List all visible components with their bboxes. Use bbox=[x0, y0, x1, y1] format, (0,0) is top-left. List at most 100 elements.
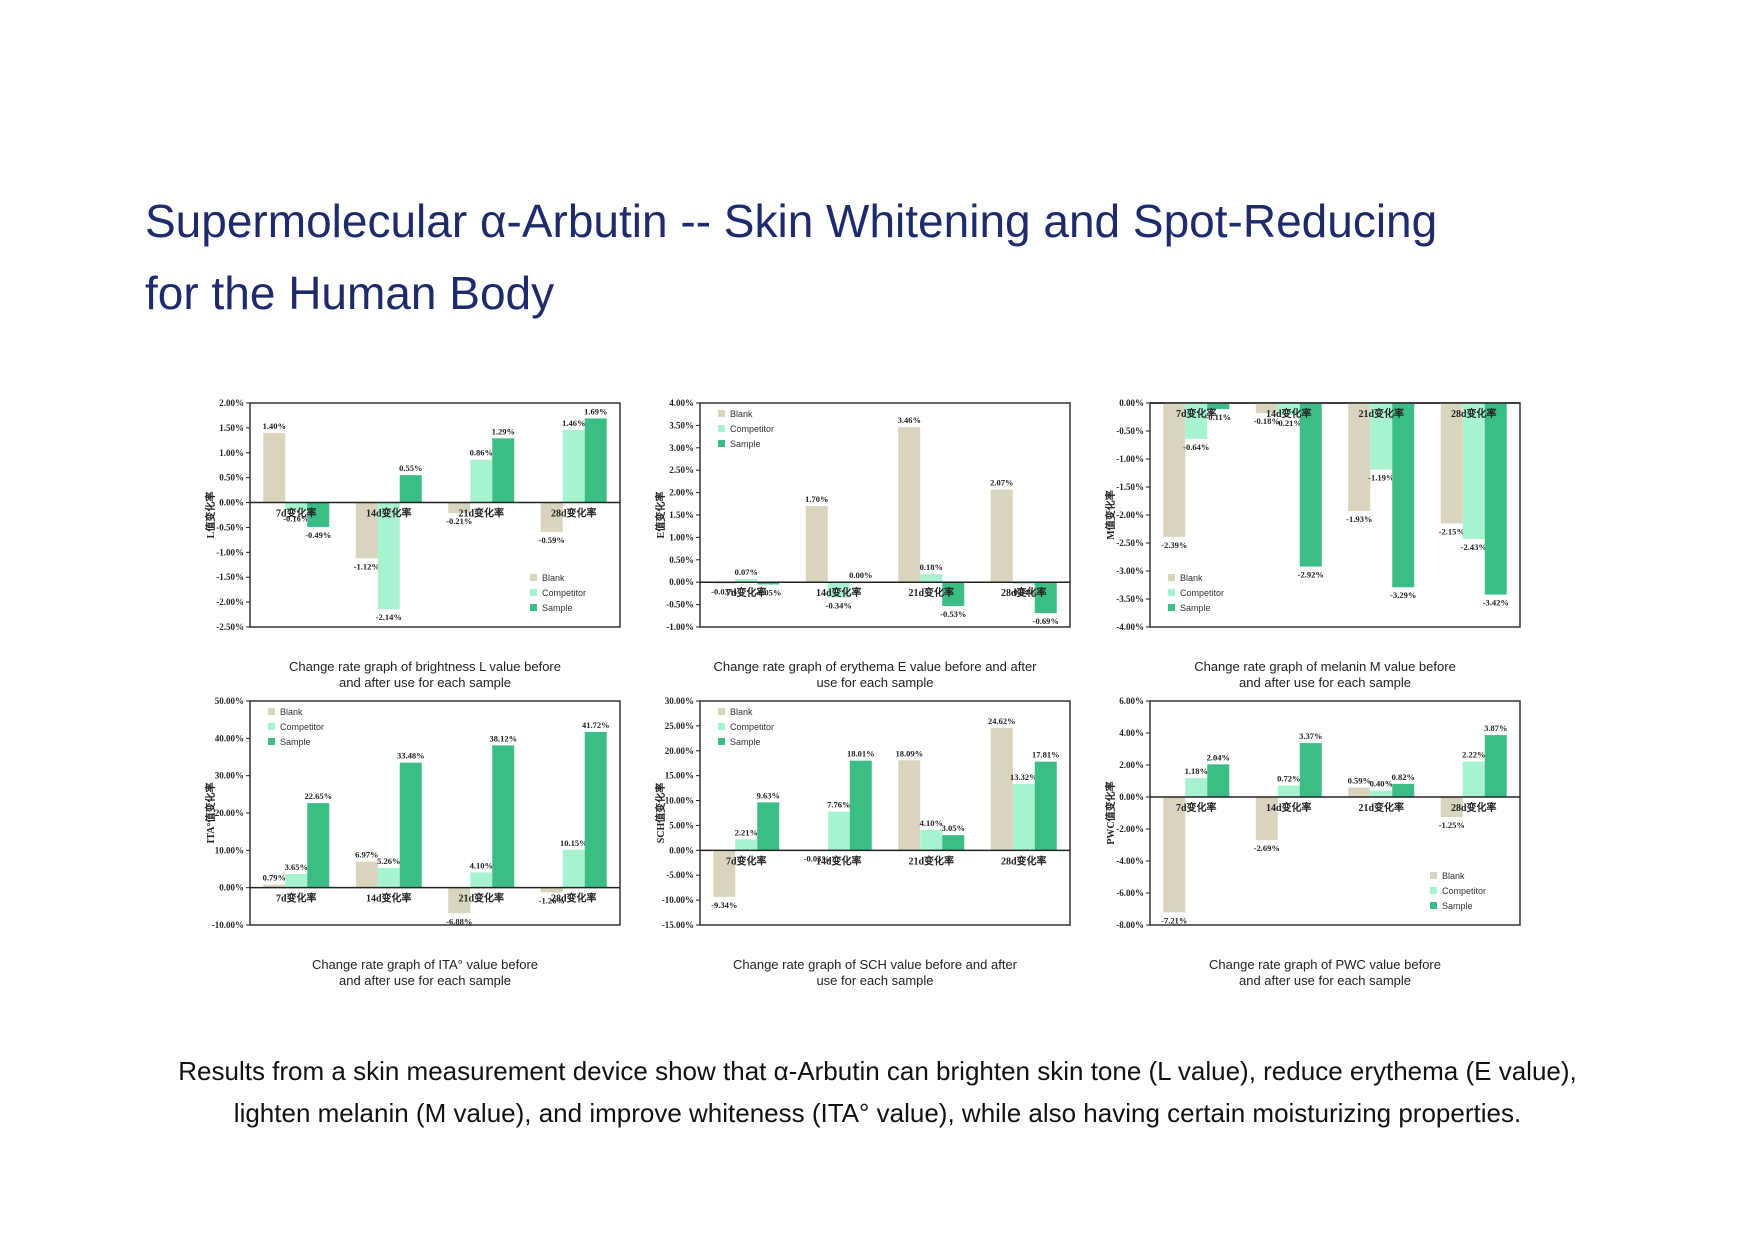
y-tick-label: 1.00% bbox=[219, 448, 244, 458]
x-tick-label: 21d变化率 bbox=[1358, 407, 1404, 420]
bar-sample bbox=[1484, 403, 1507, 595]
x-tick-label: 14d变化率 bbox=[816, 586, 862, 599]
bar-competitor bbox=[1370, 403, 1393, 470]
legend-label: Sample bbox=[1180, 603, 1211, 613]
data-label: 5.26% bbox=[377, 856, 400, 866]
chart-m-value-svg: 0.00% -0.50% -1.00% -1.50% -2.00% -2.50% -3.00… bbox=[1104, 398, 1521, 632]
bar-blank bbox=[263, 884, 286, 888]
y-tick-label: -4.00% bbox=[1116, 856, 1144, 866]
data-label: 0.55% bbox=[399, 463, 422, 473]
footer-line-2: lighten melanin (M value), and improve w… bbox=[233, 1098, 1522, 1128]
y-tick-label: 3.00% bbox=[669, 443, 694, 453]
data-label: -3.42% bbox=[1483, 598, 1509, 608]
legend-label: Competitor bbox=[1180, 588, 1224, 598]
bar-sample bbox=[492, 745, 515, 888]
y-axis-label: E值变化率 bbox=[654, 492, 667, 539]
y-tick-label: 30.00% bbox=[215, 771, 244, 781]
legend-swatch bbox=[718, 410, 725, 417]
chart-sch-value: 30.00% 25.00% 20.00% 15.00% 10.00% 5.00% 0.00%… bbox=[650, 693, 1100, 993]
legend-label: Competitor bbox=[280, 722, 324, 732]
y-tick-label: 0.50% bbox=[219, 473, 244, 483]
y-tick-label: 3.50% bbox=[669, 420, 694, 430]
x-tick-label: 7d变化率 bbox=[276, 507, 317, 520]
title-line-2: for the Human Body bbox=[145, 267, 555, 319]
data-label: -1.12% bbox=[354, 561, 380, 571]
plot-frame bbox=[249, 700, 621, 926]
legend-swatch bbox=[1430, 902, 1437, 909]
y-axis-label: L值变化率 bbox=[204, 492, 217, 539]
legend-label: Competitor bbox=[730, 722, 774, 732]
chart-caption: Change rate graph of SCH value before an… bbox=[650, 957, 1100, 989]
data-label: -1.25% bbox=[1439, 820, 1465, 830]
bar-sample bbox=[942, 835, 965, 851]
data-label: 0.00% bbox=[849, 570, 872, 580]
data-label: -0.34% bbox=[826, 600, 852, 610]
data-label: -0.16% bbox=[283, 514, 309, 524]
bar-competitor bbox=[377, 868, 400, 888]
data-label: 2.04% bbox=[1207, 752, 1230, 762]
bar-sample bbox=[584, 418, 607, 503]
bar-sample bbox=[1299, 743, 1322, 797]
bar-competitor bbox=[1185, 403, 1208, 439]
data-label: -7.21% bbox=[1161, 915, 1187, 925]
data-label: 33.48% bbox=[397, 751, 425, 761]
legend-swatch bbox=[1430, 887, 1437, 894]
data-label: -0.03% bbox=[804, 853, 830, 863]
data-label: -6.88% bbox=[446, 916, 472, 926]
x-tick-label: 14d变化率 bbox=[1266, 801, 1312, 814]
bar-competitor bbox=[377, 502, 400, 610]
x-tick-label: 14d变化率 bbox=[816, 854, 862, 867]
title-line-1: Supermolecular α-Arbutin -- Skin Whiteni… bbox=[145, 195, 1438, 247]
data-label: 1.46% bbox=[562, 418, 585, 428]
x-tick-label: 7d变化率 bbox=[1176, 407, 1217, 420]
bar-blank bbox=[1255, 797, 1278, 841]
data-label: -3.29% bbox=[1390, 590, 1416, 600]
y-tick-label: -2.00% bbox=[1116, 510, 1144, 520]
y-tick-label: 50.00% bbox=[215, 696, 244, 706]
y-tick-label: 0.00% bbox=[669, 845, 694, 855]
y-tick-label: -2.00% bbox=[216, 597, 244, 607]
data-label: 13.32% bbox=[1010, 772, 1038, 782]
bar-sample bbox=[399, 762, 422, 888]
x-tick-label: 7d变化率 bbox=[276, 892, 317, 905]
data-label: -2.69% bbox=[1254, 843, 1280, 853]
data-label: 0.86% bbox=[470, 448, 493, 458]
data-label: 4.10% bbox=[470, 860, 493, 870]
caption-line-2: and after use for each sample bbox=[339, 675, 511, 690]
bar-competitor bbox=[285, 874, 308, 888]
bar-competitor bbox=[1012, 784, 1035, 851]
y-tick-label: 2.50% bbox=[669, 465, 694, 475]
legend-swatch bbox=[718, 723, 725, 730]
data-label: 38.12% bbox=[489, 733, 517, 743]
bar-competitor bbox=[1012, 582, 1035, 584]
y-tick-label: -2.00% bbox=[1116, 824, 1144, 834]
caption-line-2: and after use for each sample bbox=[339, 973, 511, 988]
bar-sample bbox=[849, 760, 872, 851]
y-axis-label: M值变化率 bbox=[1104, 490, 1117, 539]
data-label: 4.10% bbox=[920, 818, 943, 828]
y-tick-label: 0.50% bbox=[669, 555, 694, 565]
data-label: 3.46% bbox=[898, 415, 921, 425]
data-label: 2.07% bbox=[990, 477, 1013, 487]
chart-pwc-value: 6.00% 4.00% 2.00% 0.00% -2.00% -4.00% -6.00% -8… bbox=[1100, 693, 1550, 993]
data-label: -2.39% bbox=[1161, 540, 1187, 550]
y-tick-label: 2.00% bbox=[219, 398, 244, 408]
data-label: -2.14% bbox=[376, 612, 402, 622]
data-label: 18.01% bbox=[847, 749, 875, 759]
chart-ita-value-svg: 50.00% 40.00% 30.00% 20.00% 10.00% 0.00% -10.0… bbox=[204, 696, 621, 930]
x-tick-label: 14d变化率 bbox=[1266, 407, 1312, 420]
data-label: -0.21% bbox=[1276, 418, 1302, 428]
chart-ita-value: 50.00% 40.00% 30.00% 20.00% 10.00% 0.00% -10.0… bbox=[200, 693, 650, 993]
legend-label: Blank bbox=[730, 409, 753, 419]
bar-blank bbox=[355, 861, 378, 888]
y-tick-label: -5.00% bbox=[666, 870, 694, 880]
caption-line-2: and after use for each sample bbox=[1239, 973, 1411, 988]
y-tick-label: 0.00% bbox=[219, 498, 244, 508]
caption-line-1: Change rate graph of erythema E value be… bbox=[713, 659, 1037, 674]
bar-competitor bbox=[827, 811, 850, 851]
caption-line-1: Change rate graph of brightness L value … bbox=[289, 659, 561, 674]
x-tick-label: 14d变化率 bbox=[366, 507, 412, 520]
y-tick-label: 4.00% bbox=[1119, 728, 1144, 738]
data-label: -0.18% bbox=[1254, 416, 1280, 426]
y-tick-label: -2.50% bbox=[1116, 538, 1144, 548]
